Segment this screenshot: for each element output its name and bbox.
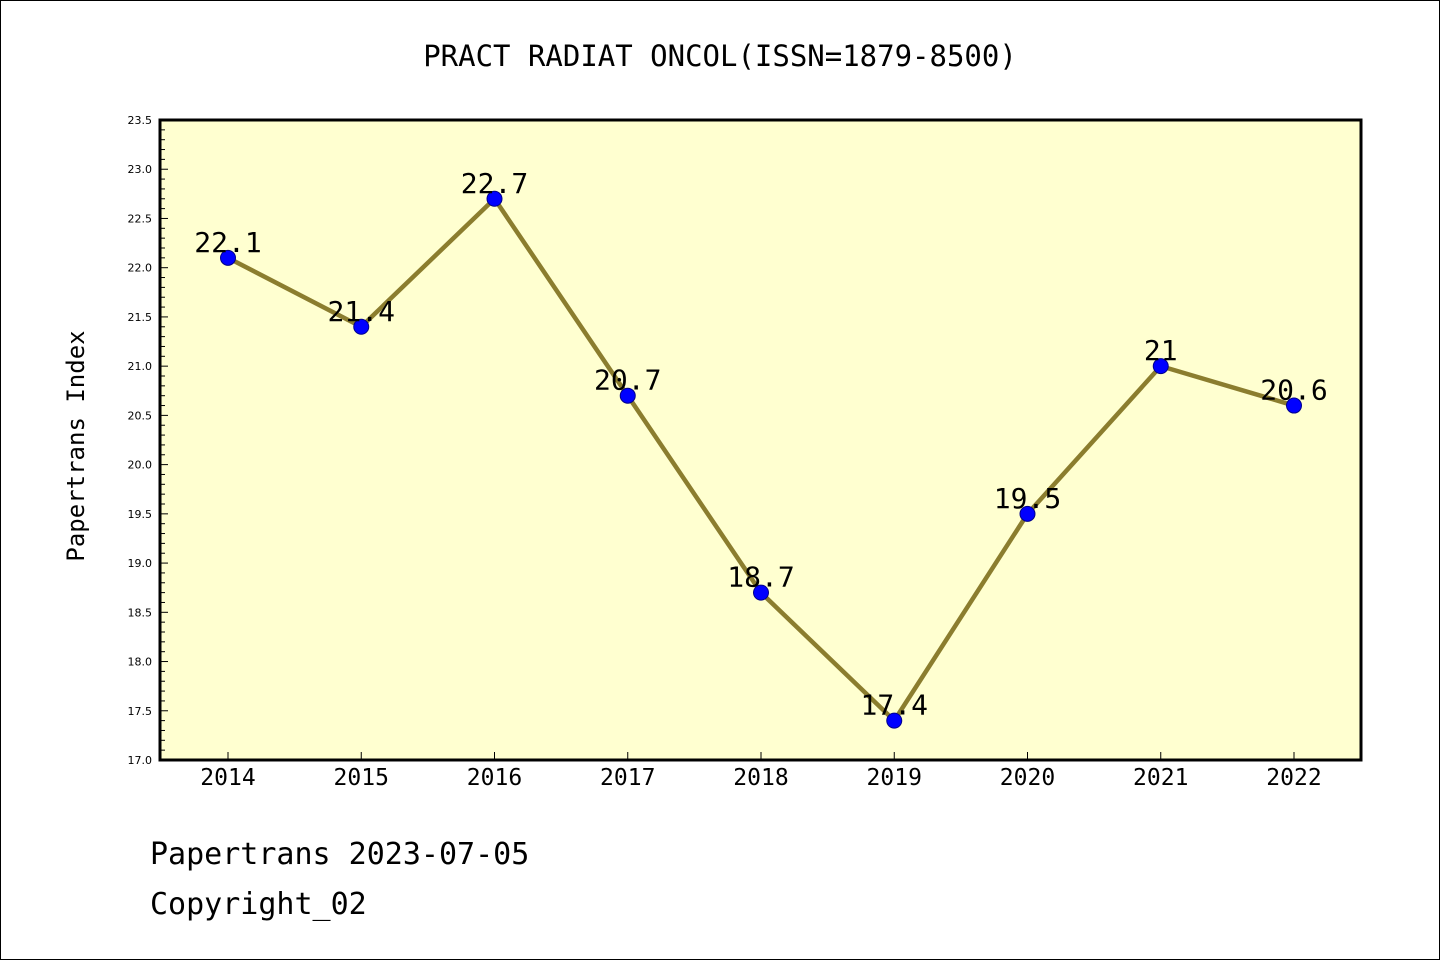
data-label: 17.4 [861, 689, 928, 722]
data-point-marker [220, 249, 236, 266]
y-tick-label: 20.0 [128, 459, 153, 472]
data-label: 22.7 [461, 167, 528, 200]
y-tick-label: 17.0 [128, 754, 153, 767]
y-tick-label: 22.0 [128, 262, 153, 275]
y-tick-label: 19.0 [128, 557, 153, 570]
y-tick-label: 21.5 [128, 311, 153, 324]
y-tick-label: 20.5 [128, 409, 153, 422]
y-axis-label: Papertrans Index [62, 330, 90, 561]
data-label: 18.7 [727, 561, 794, 594]
data-label: 20.7 [594, 364, 661, 397]
y-tick-label: 19.5 [128, 508, 153, 521]
footer-copyright-text: Copyright_02 [150, 887, 367, 922]
data-label: 21.4 [328, 295, 395, 328]
plot-border [158, 118, 1363, 762]
x-tick-label: 2016 [467, 765, 522, 791]
footer-date-text: Papertrans 2023-07-05 [150, 837, 529, 872]
data-point-marker [1286, 397, 1302, 414]
y-axis: 17.0 17.5 18.0 18.5 19.0 19.5 20.0 20.5 21.0 21.5… [128, 114, 168, 767]
y-tick-label: 22.5 [128, 212, 153, 225]
x-axis: 2014 2015 2016 2017 2018 2019 2020 2021 2022 [200, 752, 1322, 791]
y-tick-label: 23.5 [128, 114, 153, 127]
x-tick-label: 2019 [867, 765, 922, 791]
data-label: 21 [1144, 334, 1178, 367]
data-label: 22.1 [194, 226, 261, 259]
y-tick-label: 18.0 [128, 656, 153, 669]
chart-title: PRACT RADIAT ONCOL(ISSN=1879-8500) [423, 39, 1017, 73]
data-label: 20.6 [1260, 374, 1327, 407]
plot-area [160, 120, 1361, 760]
series-layer: 22.1 21.4 22.7 20.7 18.7 17.4 19.5 21 20.6 [194, 167, 1328, 729]
y-tick-label: 21.0 [128, 360, 153, 373]
data-point-marker [619, 387, 636, 404]
data-point-marker [886, 712, 903, 729]
x-tick-label: 2015 [334, 765, 389, 791]
y-tick-label: 18.5 [128, 606, 153, 619]
y-tick-label: 17.5 [128, 705, 153, 718]
data-point-marker [486, 190, 503, 207]
x-tick-label: 2018 [733, 765, 788, 791]
data-point-marker [753, 584, 769, 601]
x-tick-label: 2020 [1000, 765, 1055, 791]
data-point-marker [1019, 505, 1036, 522]
x-tick-label: 2014 [200, 765, 255, 791]
y-tick-label: 23.0 [128, 163, 153, 176]
x-tick-label: 2017 [600, 765, 655, 791]
x-tick-label: 2022 [1266, 765, 1321, 791]
data-label: 19.5 [994, 482, 1061, 515]
x-tick-label: 2021 [1133, 765, 1188, 791]
data-point-marker [1152, 358, 1169, 375]
data-point-marker [353, 318, 370, 335]
